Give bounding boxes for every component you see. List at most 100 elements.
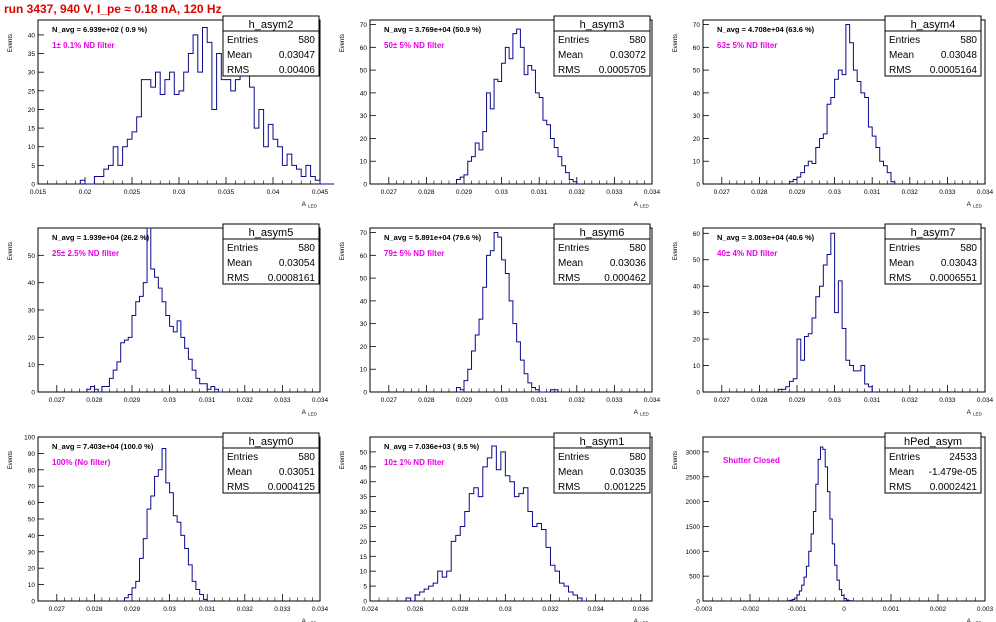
stats-value: 0.03035 [610, 467, 647, 478]
plot-frame [369, 19, 653, 185]
x-tick-label: 0.034 [977, 397, 994, 404]
stats-value: 0.0004125 [268, 482, 316, 493]
x-tick-label: 0.035 [218, 189, 235, 196]
y-tick-label: 60 [360, 45, 368, 52]
y-tick-label: 30 [28, 549, 36, 556]
stats-label: RMS [227, 65, 250, 76]
y-tick-label: 60 [693, 231, 701, 238]
x-tick-label: 0.029 [789, 397, 806, 404]
plot-frame [702, 19, 986, 185]
x-axis-label-sub: LED [973, 621, 983, 622]
stats-value: 580 [298, 35, 315, 46]
x-tick-label: 0.03 [163, 606, 176, 613]
x-tick-label: 0.03 [173, 189, 186, 196]
stats-label: Mean [889, 50, 914, 61]
histogram-line-h_asym0 [123, 447, 211, 602]
x-axis-label-sub: LED [973, 412, 983, 417]
y-tick-label: 60 [360, 253, 368, 260]
stats-value: 580 [629, 243, 646, 254]
y-tick-label: 40 [693, 90, 701, 97]
x-tick-label: 0.031 [864, 189, 881, 196]
filter-label: 63± 5% ND filter [717, 41, 777, 50]
x-axis-label-sub: LED [640, 204, 650, 209]
histogram-line-h_asym5 [86, 227, 223, 393]
stats-value: 0.0002421 [930, 482, 978, 493]
y-tick-label: 0 [696, 182, 700, 189]
y-tick-label: 40 [28, 533, 36, 540]
y-tick-label: 50 [28, 253, 36, 260]
x-tick-label: 0.029 [124, 606, 141, 613]
y-tick-label: 40 [360, 479, 368, 486]
x-tick-label: 0.028 [452, 606, 469, 613]
x-tick-label: 0.032 [237, 606, 254, 613]
x-axis-label: A [302, 409, 307, 416]
y-tick-label: 30 [693, 310, 701, 317]
x-tick-label: 0.025 [124, 189, 141, 196]
x-tick-label: 0.001 [883, 606, 900, 613]
x-tick-label: 0.02 [79, 189, 92, 196]
x-tick-label: -0.003 [694, 606, 713, 613]
histogram-name: h_asym6 [580, 227, 625, 239]
stats-label: RMS [558, 482, 581, 493]
x-axis-label-sub: LED [640, 412, 650, 417]
x-axis-label-sub: LED [640, 621, 650, 622]
histogram-line-h_asym3 [455, 28, 581, 185]
filter-label: 10± 1% ND filter [384, 458, 444, 467]
stats-label: Entries [889, 35, 920, 46]
navg-label: N_avg = 6.939e+02 ( 0.9 %) [52, 25, 148, 34]
x-axis-label: A [302, 618, 307, 622]
filter-label: Shutter Closed [723, 456, 780, 465]
x-tick-label: 0.033 [606, 189, 623, 196]
stats-label: Mean [889, 467, 914, 478]
stats-label: Entries [558, 452, 589, 463]
stats-box: h_asym3 Entries 580 Mean 0.03072 RMS 0.0005705 [553, 15, 651, 77]
y-tick-label: 3000 [686, 449, 701, 456]
y-tick-label: 30 [28, 308, 36, 315]
stats-label: RMS [889, 273, 912, 284]
y-tick-label: 15 [360, 554, 368, 561]
filter-label: 25± 2.5% ND filter [52, 249, 119, 258]
stats-label: RMS [227, 273, 250, 284]
histogram-name: h_asym2 [249, 19, 294, 31]
x-tick-label: 0.029 [124, 397, 141, 404]
stats-label: Entries [227, 243, 258, 254]
stats-label: Entries [889, 452, 920, 463]
stats-label: RMS [889, 482, 912, 493]
stats-label: Entries [558, 243, 589, 254]
x-tick-label: 0.033 [274, 606, 291, 613]
stats-value: 580 [629, 35, 646, 46]
y-tick-label: 70 [28, 484, 36, 491]
stats-label: Entries [227, 452, 258, 463]
stats-label: Mean [558, 258, 583, 269]
x-tick-label: 0.033 [939, 189, 956, 196]
x-axis-label-sub: LED [308, 204, 318, 209]
stats-value: 0.03051 [279, 467, 316, 478]
y-tick-label: 90 [28, 451, 36, 458]
y-axis-label: Events [340, 34, 346, 52]
plot-frame [369, 227, 653, 393]
y-tick-label: 25 [360, 524, 368, 531]
histogram-panel-hPed_asym: 0 500 1000 1500 2000 2500 3000 -0.003 -0.002 -0.0… [673, 432, 994, 622]
y-tick-label: 5 [31, 163, 35, 170]
stats-value: 0.0005164 [930, 65, 978, 76]
stats-label: RMS [227, 482, 250, 493]
stats-label: Mean [558, 50, 583, 61]
x-tick-label: 0.034 [644, 189, 661, 196]
y-axis-label: Events [673, 34, 679, 52]
x-tick-label: 0.03 [499, 606, 512, 613]
stats-box: h_asym7 Entries 580 Mean 0.03043 RMS 0.0006551 [884, 223, 982, 285]
x-tick-label: 0.033 [274, 397, 291, 404]
histogram-name: h_asym7 [911, 227, 956, 239]
x-tick-label: 0.031 [864, 397, 881, 404]
y-tick-label: 50 [360, 276, 368, 283]
x-tick-label: 0.002 [930, 606, 947, 613]
stats-value: 0.001225 [604, 482, 646, 493]
x-tick-label: 0.03 [163, 397, 176, 404]
stats-box: hPed_asym Entries 24533 Mean -1.479e-05 RMS 0.… [884, 432, 982, 494]
stats-box: h_asym6 Entries 580 Mean 0.03036 RMS 0.000462 [553, 223, 651, 285]
x-tick-label: 0.036 [633, 606, 650, 613]
x-tick-label: 0.032 [542, 606, 559, 613]
x-axis-label-sub: LED [308, 412, 318, 417]
plot-frame [702, 227, 986, 393]
histogram-panel-h_asym0: 0 10 20 30 40 50 60 70 80 90 100 0.027 0.028 0.029 0.0… [8, 432, 329, 622]
